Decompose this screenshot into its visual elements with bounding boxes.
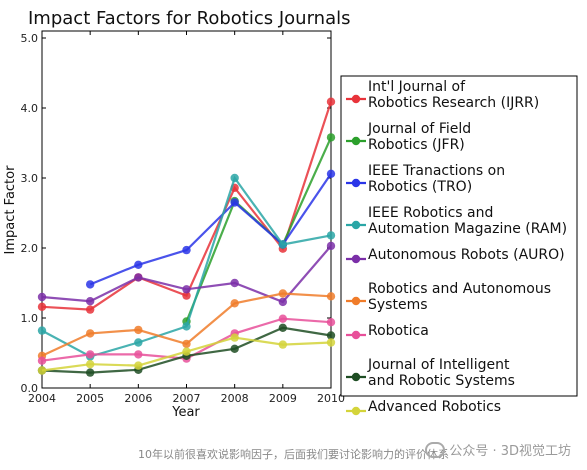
y-tick-label: 5.0: [21, 32, 39, 45]
legend-entry-text: Advanced Robotics: [368, 399, 501, 415]
series-8-point: [37, 366, 47, 375]
series-6-point: [326, 318, 336, 327]
series-4-point: [37, 292, 47, 302]
series-2-point: [326, 169, 336, 178]
series-7-point: [278, 323, 288, 332]
watermark: 公众号 · 3D视觉工坊: [425, 440, 571, 459]
series-2-point: [85, 280, 95, 289]
y-tick-label: 3.0: [21, 172, 39, 185]
x-tick-label: 2007: [173, 392, 201, 405]
x-tick-label: 2005: [76, 392, 104, 405]
watermark-text: 公众号 · 3D视觉工坊: [449, 444, 571, 459]
y-tick-label: 0.0: [21, 382, 39, 395]
legend-entry-text: Robotics (TRO): [368, 179, 472, 195]
legend-swatch-marker: [351, 406, 361, 416]
chart-title: Impact Factors for Robotics Journals: [28, 8, 350, 29]
series-6-point: [85, 350, 95, 359]
legend-entry-text: Autonomous Robots (AURO): [368, 247, 565, 263]
legend-swatch-marker: [351, 220, 361, 230]
legend-swatch-marker: [351, 136, 361, 146]
series-0-point: [182, 291, 191, 300]
y-axis-label: Impact Factor: [3, 165, 18, 255]
series-8-point: [182, 347, 191, 356]
series-0-point: [37, 302, 47, 311]
legend-entry-text: Robotica: [368, 323, 429, 339]
legend-entry-text: IEEE Tranactions on: [368, 163, 505, 179]
series-line-2: [89, 173, 332, 286]
series-5-point: [326, 292, 336, 301]
series-8-point: [326, 338, 336, 347]
legend-entry-text: Systems: [368, 297, 428, 313]
series-5-point: [230, 299, 239, 308]
wechat-icon: [425, 441, 446, 458]
legend-swatch-marker: [351, 94, 361, 104]
series-3-point: [182, 322, 191, 331]
series-8-point: [230, 333, 239, 342]
chart: Impact Factors for Robotics Journals 0.0…: [3, 8, 578, 420]
series-4-point: [326, 241, 336, 251]
legend-swatch-marker: [351, 178, 361, 188]
series-0-point: [85, 305, 95, 314]
series-6-point: [37, 356, 47, 365]
legend-swatch-marker: [351, 254, 361, 264]
series-8-point: [134, 361, 143, 370]
series-5-point: [85, 329, 95, 338]
series-3-point: [326, 231, 336, 240]
legend-entry-text: IEEE Robotics and: [368, 205, 493, 221]
series-2-point: [182, 245, 191, 255]
series-layer: [37, 97, 336, 377]
series-2-point: [230, 198, 239, 207]
legend-frame: [340, 75, 578, 397]
x-axis-label: Year: [171, 405, 200, 420]
series-4-point: [85, 297, 95, 306]
series-5-point: [278, 289, 288, 298]
y-axis-ticks: 0.0 1.0 2.0 3.0 4.0 5.0: [21, 32, 331, 395]
y-tick-label: 4.0: [21, 102, 39, 115]
legend-entry-text: Robotics and Autonomous: [368, 281, 551, 297]
series-7-point: [326, 331, 336, 340]
series-3-point: [37, 326, 47, 335]
legend-entry-text: and Robotic Systems: [368, 373, 515, 389]
series-line-0: [41, 101, 333, 311]
legend-swatch-marker: [351, 372, 361, 382]
series-4-point: [134, 273, 143, 282]
series-1-point: [326, 133, 336, 142]
legend-entry-text: Journal of Intelligent: [367, 357, 510, 373]
series-5-point: [182, 339, 191, 349]
series-7-point: [85, 368, 95, 377]
legend-entry-text: Journal of Field: [367, 121, 471, 137]
series-6-point: [134, 350, 143, 359]
y-tick-label: 1.0: [21, 312, 39, 325]
series-8-point: [278, 340, 288, 349]
series-5-point: [134, 325, 143, 335]
series-3-point: [230, 173, 239, 183]
legend-swatch-marker: [351, 330, 361, 340]
legend-swatch-marker: [351, 296, 361, 306]
series-8-point: [85, 360, 95, 369]
x-tick-label: 2010: [317, 392, 345, 405]
series-4-point: [230, 278, 239, 288]
series-3-point: [134, 338, 143, 347]
legend-entry-text: Automation Magazine (RAM): [368, 221, 567, 237]
series-4-point: [278, 297, 288, 307]
series-6-point: [278, 314, 288, 323]
legend-entry-text: Robotics (JFR): [368, 137, 465, 153]
x-tick-label: 2004: [28, 392, 56, 405]
x-tick-label: 2009: [269, 392, 297, 405]
x-axis-ticks: 2004 2005 2006 2007 2008 2009 2010: [28, 31, 345, 405]
x-tick-label: 2008: [221, 392, 249, 405]
series-3-point: [278, 240, 288, 249]
series-7-point: [230, 344, 239, 353]
series-4-point: [182, 285, 191, 294]
y-tick-label: 2.0: [21, 242, 39, 255]
figure-caption: 10年以前很喜欢说影响因子，后面我们要讨论影响力的评价体系: [138, 448, 449, 461]
x-tick-label: 2006: [124, 392, 152, 405]
series-2-point: [134, 260, 143, 269]
legend-entry-text: Int'l Journal of: [368, 79, 466, 95]
legend-entry-text: Robotics Research (IJRR): [368, 95, 539, 111]
series-0-point: [326, 97, 336, 106]
